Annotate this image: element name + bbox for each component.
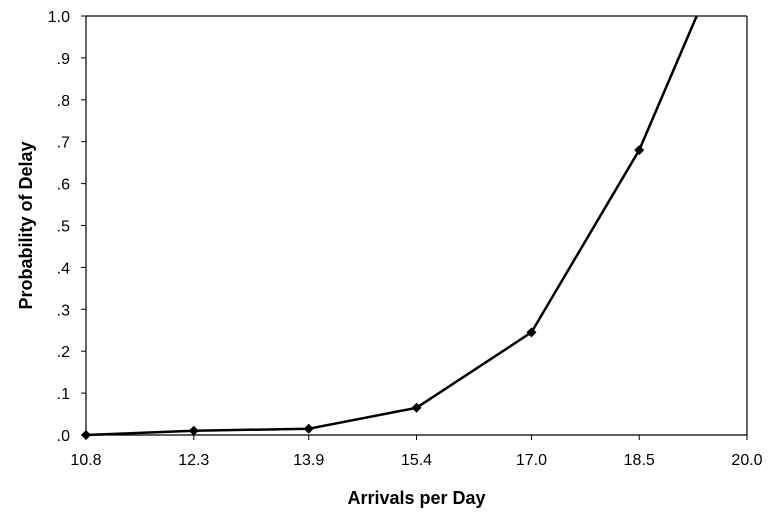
y-tick-label: .2: [57, 344, 70, 361]
y-tick-label: .7: [57, 135, 70, 152]
y-tick-label: .3: [57, 302, 70, 319]
data-point-marker: [634, 145, 645, 156]
data-point-marker: [188, 425, 199, 436]
x-tick-label: 18.5: [624, 452, 655, 469]
data-point-marker: [81, 430, 91, 440]
x-tick-label: 10.8: [70, 452, 101, 469]
data-point-marker: [526, 327, 537, 338]
data-series: [81, 15, 698, 440]
y-tick-label: .4: [57, 260, 70, 277]
y-tick-label: 1.0: [48, 9, 70, 26]
y-tick-label: .0: [57, 428, 70, 445]
y-tick-label: .1: [57, 386, 70, 403]
x-tick-label: 15.4: [401, 452, 432, 469]
y-axis-ticks: .0 .1 .2 .3 .4 .5 .6 .7 .8 .9 1.0: [48, 9, 86, 445]
data-point-marker: [303, 423, 314, 434]
x-axis-title: Arrivals per Day: [347, 488, 485, 508]
y-axis-title: Probability of Delay: [16, 141, 36, 309]
y-tick-label: .6: [57, 177, 70, 194]
x-tick-label: 13.9: [293, 452, 324, 469]
y-tick-label: .8: [57, 93, 70, 110]
x-tick-label: 12.3: [178, 452, 209, 469]
y-tick-label: .5: [57, 219, 70, 236]
x-tick-label: 20.0: [731, 452, 762, 469]
x-axis-ticks: 10.8 12.3 13.9 15.4 17.0 18.5 20.0: [70, 435, 763, 469]
x-tick-label: 17.0: [516, 452, 547, 469]
series-line: [85, 15, 698, 437]
axes: [85, 15, 748, 436]
data-point-marker: [411, 402, 422, 413]
y-tick-label: .9: [57, 51, 70, 68]
